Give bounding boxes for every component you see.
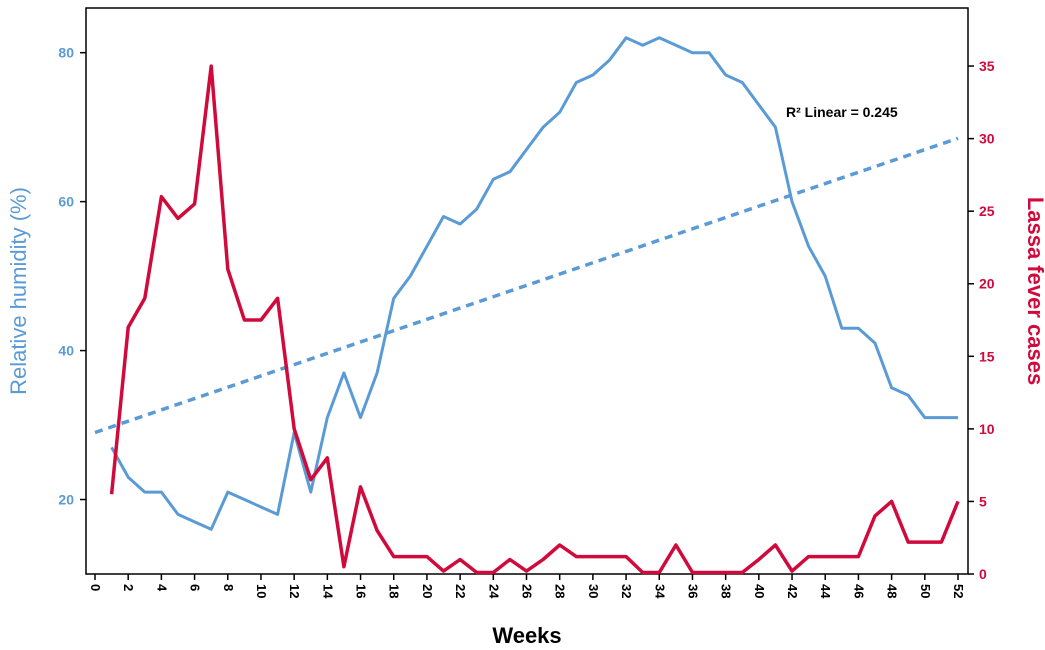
x-tick-label: 2 (121, 584, 136, 591)
left-axis-ticks: 20 40 60 80 (58, 45, 86, 508)
x-tick-label: 8 (221, 584, 236, 591)
x-tick-label: 32 (619, 584, 634, 598)
right-tick-label: 25 (979, 203, 995, 219)
left-tick-label: 20 (58, 492, 74, 508)
x-tick-label: 22 (453, 584, 468, 598)
x-tick-label: 42 (785, 584, 800, 598)
right-tick-label: 30 (979, 131, 995, 147)
x-tick-label: 26 (520, 584, 535, 598)
humidity-series-line (110, 36, 958, 531)
left-tick-label: 60 (58, 194, 74, 210)
x-tick-label: 52 (951, 584, 966, 598)
x-tick-label: 28 (553, 584, 568, 598)
x-tick-label: 20 (420, 584, 435, 598)
right-axis-ticks: 0 5 10 15 20 25 30 35 (968, 58, 995, 582)
x-tick-label: 36 (685, 584, 700, 598)
left-tick-label: 80 (58, 45, 74, 61)
x-tick-label: 24 (486, 584, 501, 599)
x-tick-label: 30 (586, 584, 601, 598)
x-axis-label: Weeks (492, 623, 561, 648)
plot-frame (85, 7, 969, 575)
right-tick-label: 15 (979, 348, 995, 364)
x-tick-label: 38 (719, 584, 734, 598)
x-tick-label: 40 (752, 584, 767, 598)
x-tick-label: 18 (387, 584, 402, 598)
cases-series-line (109, 64, 960, 575)
x-tick-label: 4 (154, 584, 169, 592)
trend-line (94, 136, 959, 435)
x-axis-ticks: 0 2 4 6 8 10 12 14 16 18 20 22 24 26 28 30 32 34 36 38 40 42 4… (88, 574, 966, 599)
x-tick-label: 14 (320, 584, 335, 599)
x-tick-label: 0 (88, 584, 103, 591)
x-tick-label: 34 (652, 584, 667, 599)
x-tick-label: 10 (254, 584, 269, 598)
right-tick-label: 0 (979, 566, 987, 582)
y-axis-right-label: Lassa fever cases (1023, 197, 1045, 385)
x-tick-label: 16 (354, 584, 369, 598)
x-tick-label: 6 (188, 584, 203, 591)
x-tick-label: 50 (918, 584, 933, 598)
left-tick-label: 40 (58, 343, 74, 359)
right-tick-label: 20 (979, 276, 995, 292)
right-tick-label: 10 (979, 421, 995, 437)
x-tick-label: 12 (287, 584, 302, 598)
x-tick-label: 46 (851, 584, 866, 598)
x-tick-label: 44 (818, 584, 833, 599)
x-tick-label: 48 (885, 584, 900, 598)
y-axis-left-label: Relative humidity (%) (6, 187, 31, 395)
right-tick-label: 35 (979, 58, 995, 74)
r2-annotation: R² Linear = 0.245 (786, 104, 898, 120)
right-tick-label: 5 (979, 493, 987, 509)
